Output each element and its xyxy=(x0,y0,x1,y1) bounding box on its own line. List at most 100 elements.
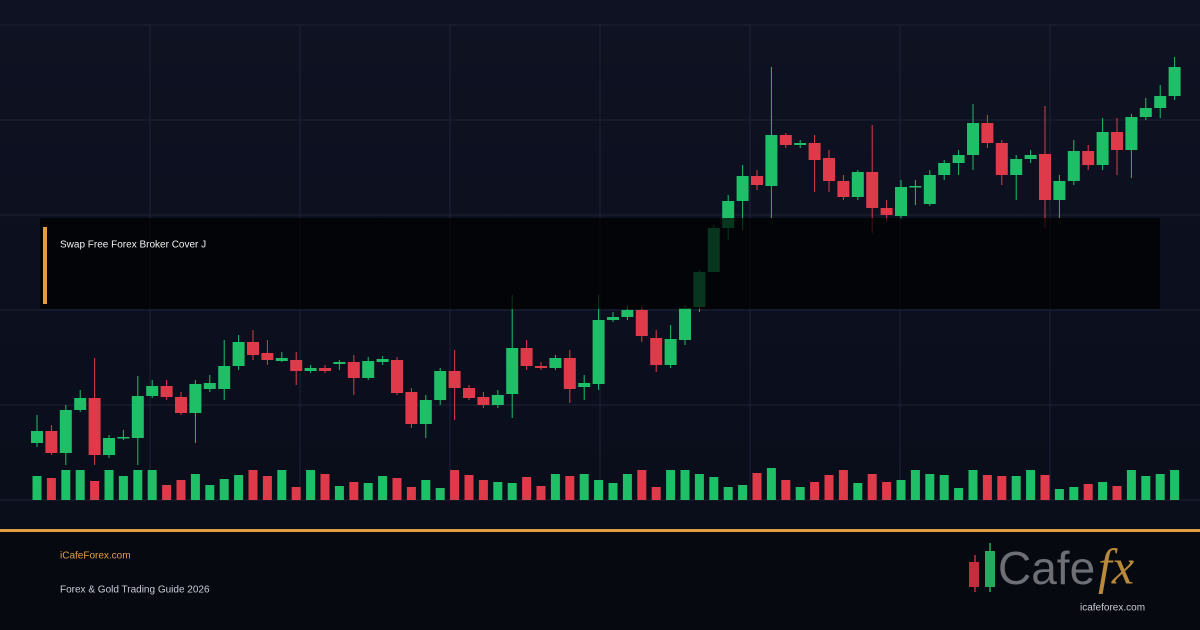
candle-body xyxy=(736,176,749,201)
volume-bar xyxy=(320,474,330,500)
divider xyxy=(0,529,1200,532)
candle-body xyxy=(635,310,648,336)
volume-bar xyxy=(46,478,56,500)
candle-body xyxy=(1096,132,1109,165)
volume-bar xyxy=(723,487,733,500)
volume-bar xyxy=(291,487,301,500)
volume-bar xyxy=(709,477,719,500)
candles xyxy=(31,57,1181,500)
candle-body xyxy=(117,437,130,439)
candle-body xyxy=(952,155,965,163)
candle-body xyxy=(1139,108,1152,117)
volume-bar xyxy=(939,475,949,500)
candle-body xyxy=(995,143,1008,175)
candle-body xyxy=(491,395,504,405)
volume-bar xyxy=(594,480,604,500)
volume-bar xyxy=(363,483,373,500)
volume-bar xyxy=(666,470,676,500)
candle-body xyxy=(794,143,807,145)
candle-body xyxy=(1010,159,1023,175)
volume-bar xyxy=(565,476,575,500)
candle-body xyxy=(103,438,115,455)
candle-body xyxy=(1125,117,1138,150)
candle-body xyxy=(520,348,533,366)
volume-bar xyxy=(349,482,359,500)
candle-body xyxy=(319,368,331,371)
candle-body xyxy=(535,366,547,368)
volume-bar xyxy=(1141,476,1151,500)
volume-bar xyxy=(651,487,661,500)
candle-body xyxy=(419,400,432,424)
candle-body xyxy=(808,143,821,160)
candle-body xyxy=(362,361,375,378)
volume-bar xyxy=(262,476,272,500)
candle-body xyxy=(779,135,792,145)
volume-bar xyxy=(190,474,200,500)
candle-body xyxy=(304,368,317,371)
volume-bar xyxy=(637,470,647,500)
candle-body xyxy=(923,175,936,204)
candle-body xyxy=(290,360,303,371)
volume-bar xyxy=(579,474,589,500)
candle-body xyxy=(275,358,288,361)
candle-body xyxy=(189,384,202,413)
candle-body xyxy=(578,383,591,387)
candle-body xyxy=(347,362,360,378)
candle-body xyxy=(1111,132,1123,150)
volume-bar xyxy=(435,488,445,500)
candle-body xyxy=(59,410,72,453)
candle-body xyxy=(45,431,58,453)
volume-bar xyxy=(61,470,71,500)
candle-body xyxy=(376,359,389,362)
candle-body xyxy=(1168,67,1181,96)
volume-bar xyxy=(464,475,474,500)
candle-body xyxy=(1154,96,1167,108)
volume-bar xyxy=(522,477,532,500)
candle-body xyxy=(405,392,418,424)
volume-bar xyxy=(162,485,172,500)
candle-body xyxy=(650,338,663,365)
volume-bar xyxy=(680,470,690,500)
volume-bar xyxy=(248,470,258,500)
candle-body xyxy=(751,176,763,185)
volume-bar xyxy=(982,475,992,500)
candle-body xyxy=(592,320,605,384)
candle-body xyxy=(333,362,346,364)
candle-body xyxy=(146,386,159,396)
volume-bar xyxy=(1098,482,1108,500)
candle-body xyxy=(218,366,231,389)
volume-bar xyxy=(1026,470,1036,500)
candle-body xyxy=(1067,151,1080,181)
candle-body xyxy=(765,135,778,186)
volume-bar xyxy=(1112,486,1122,500)
candle-body xyxy=(88,398,101,455)
logo-url: icafeforex.com xyxy=(1080,603,1145,614)
volume-bar xyxy=(1083,484,1093,500)
volume-bar xyxy=(824,475,834,500)
candle-body xyxy=(434,371,447,400)
volume-bar xyxy=(406,487,416,500)
volume-bar xyxy=(478,480,488,500)
footer-background xyxy=(0,530,1200,630)
candle-body xyxy=(981,123,994,143)
title-panel xyxy=(40,218,1160,309)
candle-body xyxy=(160,386,173,397)
volume-bar xyxy=(781,480,791,500)
candle-body xyxy=(664,339,677,365)
candle-body xyxy=(1024,155,1037,159)
candle-body xyxy=(506,348,519,394)
volume-bar xyxy=(450,470,460,500)
volume-bar xyxy=(277,470,287,500)
volume-bar xyxy=(853,483,863,500)
candle-body xyxy=(74,398,87,410)
volume-bar xyxy=(133,470,143,500)
volume-bar xyxy=(694,474,704,500)
candle-body xyxy=(866,172,879,208)
candle-body xyxy=(679,308,691,340)
volume-bar xyxy=(622,474,632,500)
volume-bar xyxy=(493,482,503,500)
volume-bar xyxy=(766,468,776,500)
volume-bar xyxy=(219,479,229,500)
